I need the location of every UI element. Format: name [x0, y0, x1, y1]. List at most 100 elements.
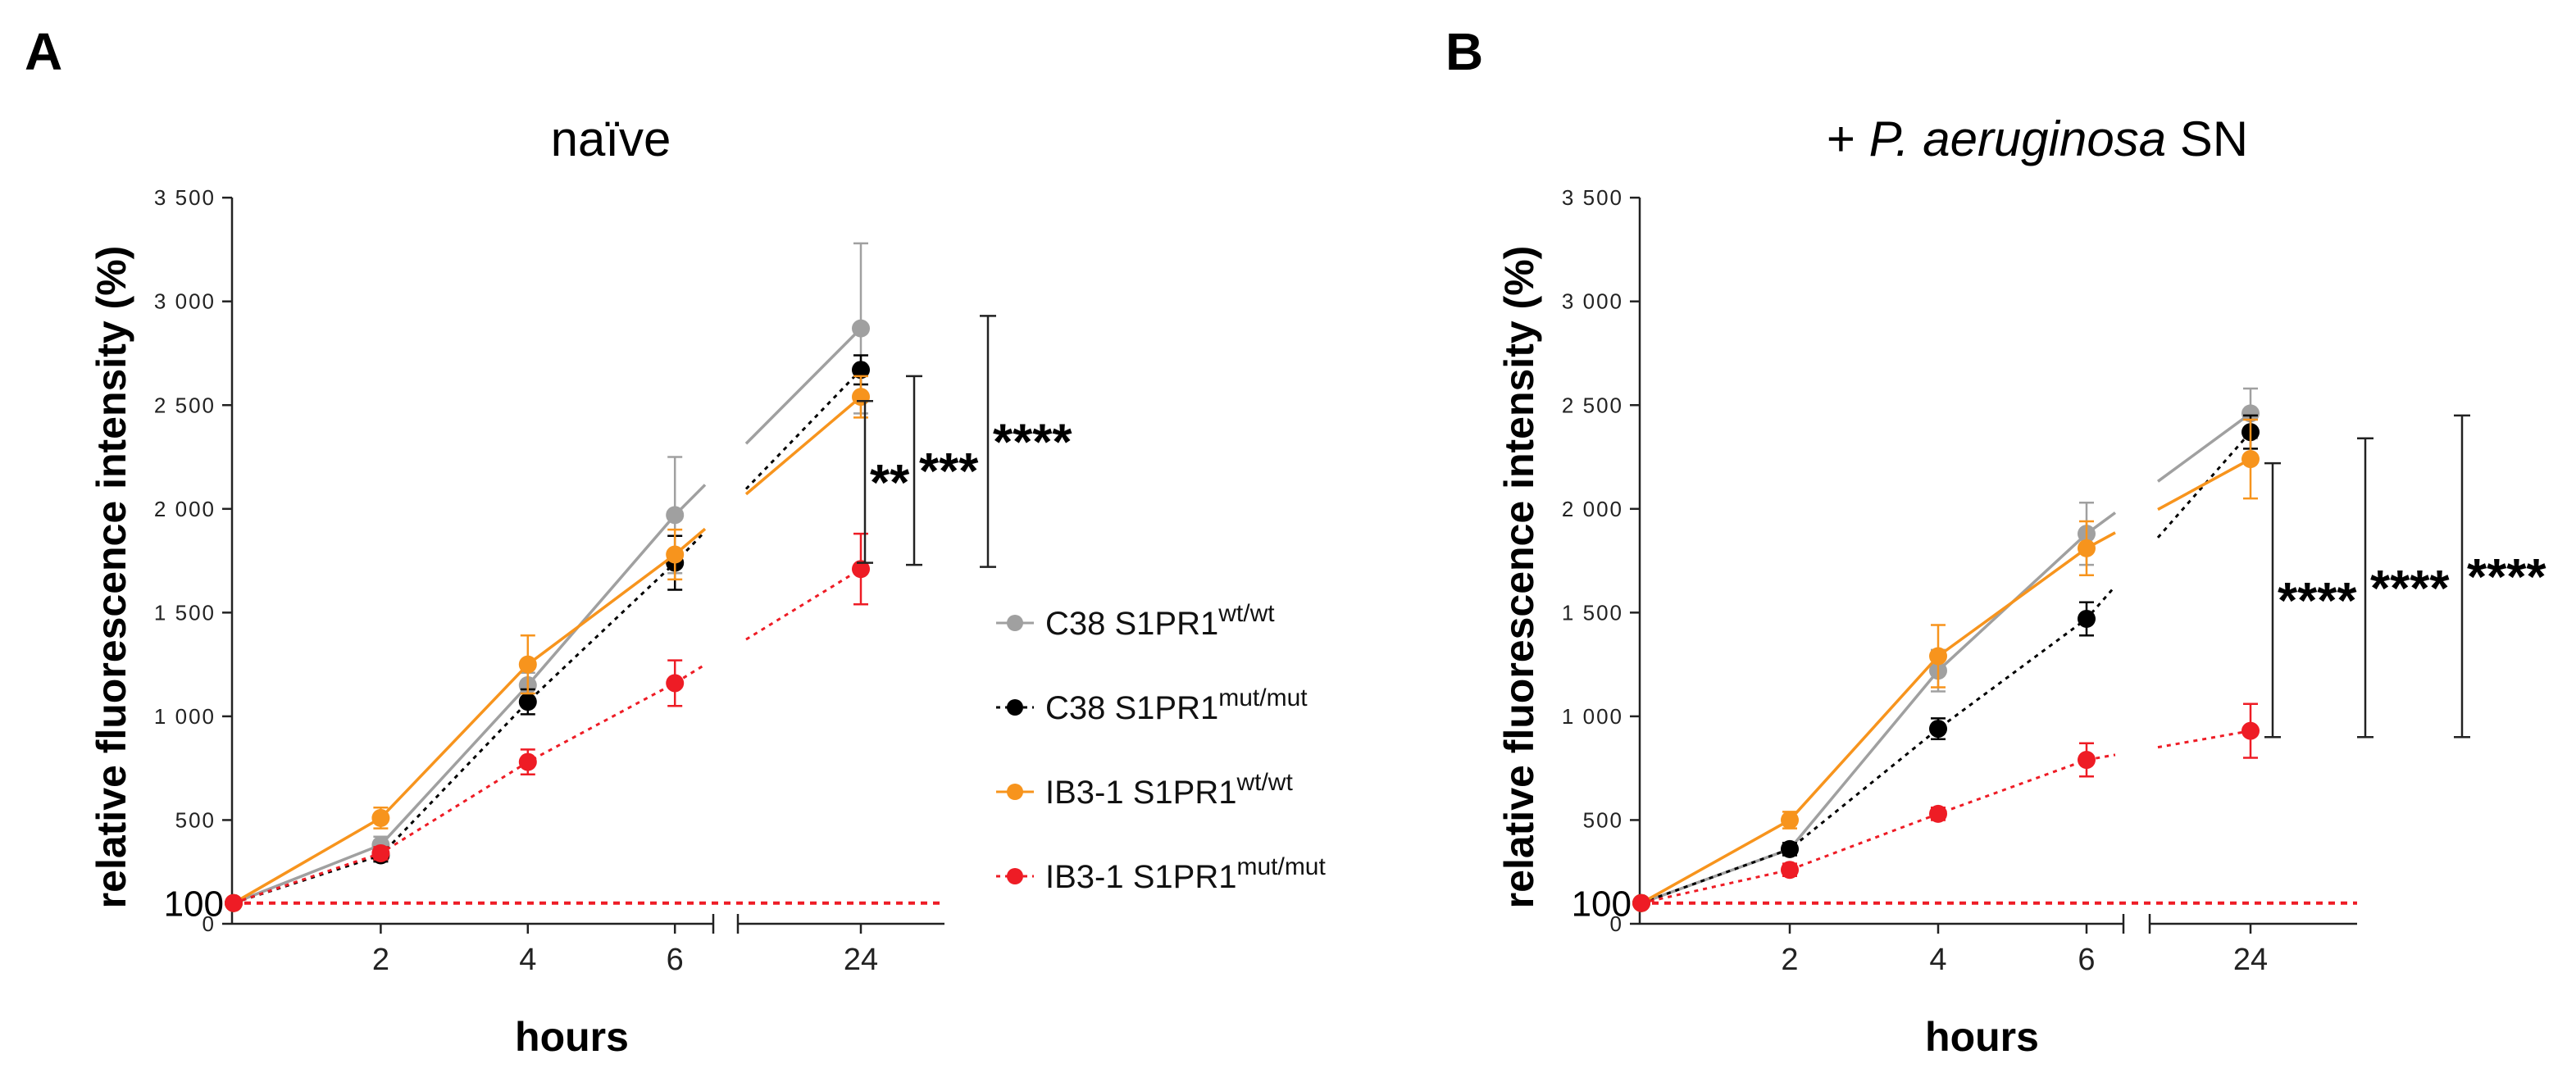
y-axis-label: relative fluorescence intensity (%) — [1496, 246, 1542, 909]
significance-label: *** — [919, 443, 979, 500]
significance-label: **** — [2467, 549, 2546, 606]
data-point — [666, 545, 685, 564]
y-tick-label: 3 000 — [154, 289, 216, 314]
data-point — [2078, 609, 2096, 628]
series-line — [233, 484, 707, 905]
data-point — [1781, 839, 1799, 858]
data-point — [1929, 720, 1947, 739]
significance-label: **** — [2370, 561, 2450, 617]
y-tick-label: 2 500 — [154, 393, 216, 417]
data-point — [2241, 404, 2260, 423]
data-point — [666, 506, 685, 525]
legend-item: C38 S1PR1wt/wt — [996, 600, 1275, 642]
series-line — [233, 530, 707, 905]
series-line — [744, 395, 862, 496]
data-point — [1632, 893, 1650, 912]
series-3 — [225, 375, 870, 912]
significance-bracket: **** — [2454, 414, 2546, 739]
legend-name: IB3-1 S1PR1 — [1045, 859, 1236, 895]
significance-label: **** — [2278, 573, 2357, 630]
legend-label: C38 S1PR1mut/mut — [1045, 684, 1308, 726]
data-point — [2078, 539, 2096, 557]
legend-name: C38 S1PR1 — [1045, 690, 1218, 726]
y-tick-label: 1 500 — [154, 600, 216, 625]
data-point — [371, 843, 390, 862]
significance-bracket: *** — [906, 375, 979, 566]
series-line — [233, 527, 707, 905]
data-point — [666, 674, 685, 693]
x-tick-label: 24 — [2233, 943, 2268, 977]
data-point — [518, 752, 537, 771]
baseline-label: 100 — [1572, 884, 1632, 925]
legend-label: IB3-1 S1PR1mut/mut — [1045, 853, 1326, 895]
y-tick-label: 1 000 — [154, 704, 216, 729]
legend-item: IB3-1 S1PR1mut/mut — [996, 853, 1326, 895]
baseline-label: 100 — [164, 884, 224, 925]
panel-letter: A — [25, 22, 62, 81]
y-tick-label: 3 500 — [154, 185, 216, 210]
significance-bracket: **** — [2264, 461, 2357, 739]
data-point — [852, 388, 870, 407]
x-tick-label: 24 — [844, 943, 878, 977]
y-tick-label: 1 000 — [1562, 704, 1623, 729]
y-tick-label: 0 — [1610, 911, 1623, 936]
y-tick-label: 3 500 — [1562, 185, 1623, 210]
data-point — [852, 319, 870, 338]
series-3 — [1632, 418, 2260, 912]
series-line — [2157, 730, 2251, 749]
panel-letter: B — [1445, 22, 1483, 81]
series-line — [744, 327, 862, 445]
y-tick-label: 3 000 — [1562, 289, 1623, 314]
legend-superscript: wt/wt — [1217, 600, 1275, 627]
chart-title-part: SN — [2166, 111, 2248, 166]
legend-swatch-marker — [1007, 699, 1023, 716]
significance-label: **** — [993, 415, 1072, 471]
data-point — [852, 361, 870, 380]
x-tick-label: 2 — [372, 943, 389, 977]
significance-bracket: ** — [857, 399, 910, 564]
series-2 — [1632, 414, 2260, 912]
series-line — [744, 369, 862, 490]
y-tick-label: 2 000 — [154, 497, 216, 521]
legend-swatch-marker — [1007, 615, 1023, 631]
data-point — [518, 655, 537, 674]
series-line — [1641, 531, 2116, 905]
series-4 — [1632, 702, 2260, 912]
data-point — [371, 808, 390, 827]
data-point — [2241, 450, 2260, 469]
series-2 — [225, 354, 870, 912]
series-line — [745, 567, 862, 641]
data-point — [852, 560, 870, 579]
chart-title-part: naïve — [551, 111, 671, 166]
data-point — [1929, 804, 1947, 823]
x-tick-label: 6 — [2078, 943, 2095, 977]
x-tick-label: 2 — [1781, 943, 1798, 977]
data-point — [2078, 751, 2096, 770]
series-line — [2157, 457, 2251, 511]
legend-name: C38 S1PR1 — [1045, 606, 1218, 642]
data-point — [1929, 647, 1947, 666]
series-line — [233, 663, 706, 905]
significance-bracket: **** — [2357, 437, 2450, 739]
y-tick-label: 500 — [1583, 807, 1623, 832]
x-tick-label: 4 — [1929, 943, 1946, 977]
panel-b: B + P. aeruginosa SN relative fluorescence… — [1445, 22, 2546, 1060]
legend-swatch-marker — [1007, 868, 1023, 884]
significance-label: ** — [870, 455, 910, 511]
legend-swatch-marker — [1007, 784, 1023, 800]
y-tick-label: 2 500 — [1562, 393, 1623, 417]
chart-title: + P. aeruginosa SN — [1827, 111, 2248, 166]
legend-superscript: wt/wt — [1236, 769, 1293, 796]
legend-superscript: mut/mut — [1218, 684, 1308, 711]
chart-title-part: P. aeruginosa — [1869, 111, 2167, 166]
series-1 — [225, 242, 870, 912]
y-axis-label: relative fluorescence intensity (%) — [89, 246, 134, 909]
series-line — [2156, 411, 2252, 483]
y-tick-label: 1 500 — [1562, 600, 1623, 625]
x-tick-label: 6 — [667, 943, 684, 977]
x-tick-label: 4 — [519, 943, 536, 977]
x-axis-label: hours — [515, 1014, 629, 1060]
